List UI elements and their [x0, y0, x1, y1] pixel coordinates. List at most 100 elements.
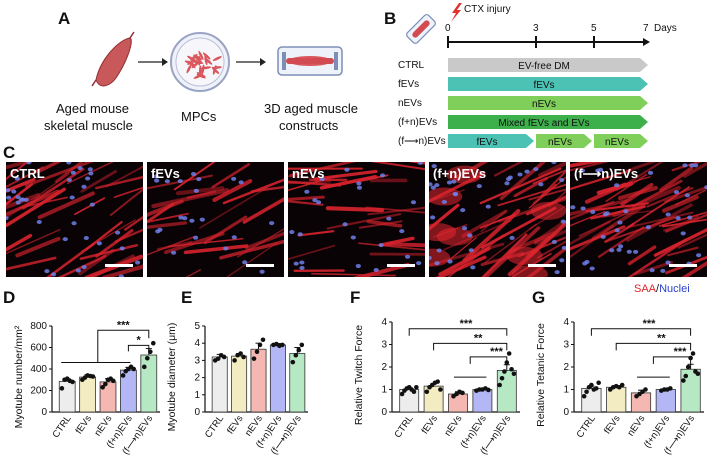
data-point — [59, 386, 65, 391]
nucleus — [559, 177, 565, 182]
myotube-fiber — [84, 254, 143, 277]
myotube-fiber — [585, 202, 649, 213]
nucleus — [170, 250, 177, 255]
treatment-row-label: CTRL — [398, 60, 425, 71]
nucleus — [704, 185, 707, 190]
myotube-fiber — [480, 209, 508, 233]
y-tick-label: 2 — [381, 362, 387, 373]
nucleus — [83, 236, 89, 241]
myotube-fiber — [6, 233, 33, 265]
myotube-fiber — [570, 225, 615, 277]
nucleus — [269, 221, 275, 226]
nucleus — [623, 209, 629, 214]
nucleus — [192, 235, 199, 240]
nucleus — [223, 246, 229, 251]
micrograph: (f+n)EVs — [429, 162, 566, 277]
data-point — [241, 354, 246, 360]
y-axis-label: Relative Twitch Force — [353, 325, 365, 425]
myotube-fiber — [114, 221, 143, 243]
myotube-fiber — [83, 254, 135, 277]
data-point — [502, 369, 507, 374]
scale-bar — [105, 264, 133, 267]
nucleus — [153, 174, 159, 179]
data-point — [695, 371, 701, 377]
data-point — [290, 359, 296, 365]
myotube-fiber — [379, 236, 415, 247]
nucleus — [504, 181, 510, 186]
cell — [194, 56, 203, 64]
myotube-fiber — [164, 231, 225, 255]
micrograph-label: (f+n)EVs — [433, 166, 486, 181]
micrograph: CTRL — [6, 162, 143, 277]
nucleus — [617, 220, 623, 225]
significance-bracket — [652, 356, 692, 364]
caption-mpcs: MPCs — [181, 109, 217, 124]
myotube-fiber — [540, 162, 566, 197]
data-point — [506, 351, 512, 356]
myotube-fiber — [308, 178, 348, 182]
myotube-fiber — [6, 183, 34, 224]
myotube-fiber — [634, 260, 674, 276]
nucleus — [69, 195, 75, 200]
category-label: CTRL — [50, 413, 73, 440]
chart-d: D 0 200 400 600 800 Myotube number/mm² CTRL fEVs… — [3, 288, 160, 457]
myotube-fiber — [367, 205, 425, 216]
panel-label-f: F — [350, 288, 360, 307]
nucleus — [289, 230, 295, 235]
nucleus — [447, 259, 453, 264]
micrograph-label: CTRL — [10, 166, 45, 181]
data-point — [681, 378, 686, 383]
myotube-fiber — [597, 176, 651, 193]
nucleus — [665, 260, 671, 265]
panel-label-b: B — [384, 9, 396, 28]
myotube-fiber — [6, 189, 60, 225]
treatment-row-label: (f+n)EVs — [398, 117, 437, 128]
y-tick-label: 0 — [381, 407, 387, 418]
nucleus — [451, 179, 457, 184]
cell — [190, 53, 198, 61]
y-tick-label: 3 — [194, 355, 200, 366]
data-point — [424, 389, 430, 395]
myotube-fiber — [631, 179, 683, 208]
nucleus — [189, 218, 195, 223]
y-tick-label: 0 — [41, 407, 47, 418]
myotube-fiber — [493, 162, 547, 177]
construct-icon — [277, 46, 343, 76]
myotube-cluster — [506, 246, 543, 265]
significance-label: *** — [490, 346, 504, 358]
nucleus — [614, 228, 620, 233]
cell — [193, 73, 203, 79]
nucleus — [297, 232, 303, 237]
myotube-fiber — [462, 209, 521, 263]
myotube-fiber — [461, 209, 508, 238]
data-point — [683, 373, 689, 379]
nucleus — [561, 245, 566, 250]
myotube-cluster — [530, 201, 566, 220]
nucleus — [675, 216, 681, 221]
nucleus — [75, 268, 81, 273]
significance-label: *** — [674, 346, 688, 358]
micrograph-content — [288, 162, 425, 277]
myotube-fiber — [429, 255, 487, 277]
muscle-icon — [95, 37, 132, 87]
myotube-fiber — [244, 228, 284, 250]
nucleus — [15, 200, 21, 205]
myotube-fiber — [219, 237, 284, 260]
myotube-fiber — [199, 186, 269, 229]
significance-bracket — [127, 344, 150, 352]
nucleus — [114, 230, 121, 235]
caption-aged-mouse: Aged mouse — [56, 101, 129, 116]
legend-sep: / — [656, 283, 660, 295]
treatment-segment-label: fEVs — [476, 137, 497, 148]
treatment-segment-label: nEVs — [605, 137, 629, 148]
nucleus — [559, 258, 565, 263]
nucleus — [259, 269, 265, 274]
micrograph-content — [147, 162, 284, 277]
myotube-fiber — [463, 233, 528, 277]
data-point — [460, 390, 465, 396]
nucleus — [342, 222, 348, 227]
myotube-fiber — [369, 178, 408, 183]
arrowhead-a1 — [162, 58, 168, 66]
nucleus — [467, 233, 473, 238]
